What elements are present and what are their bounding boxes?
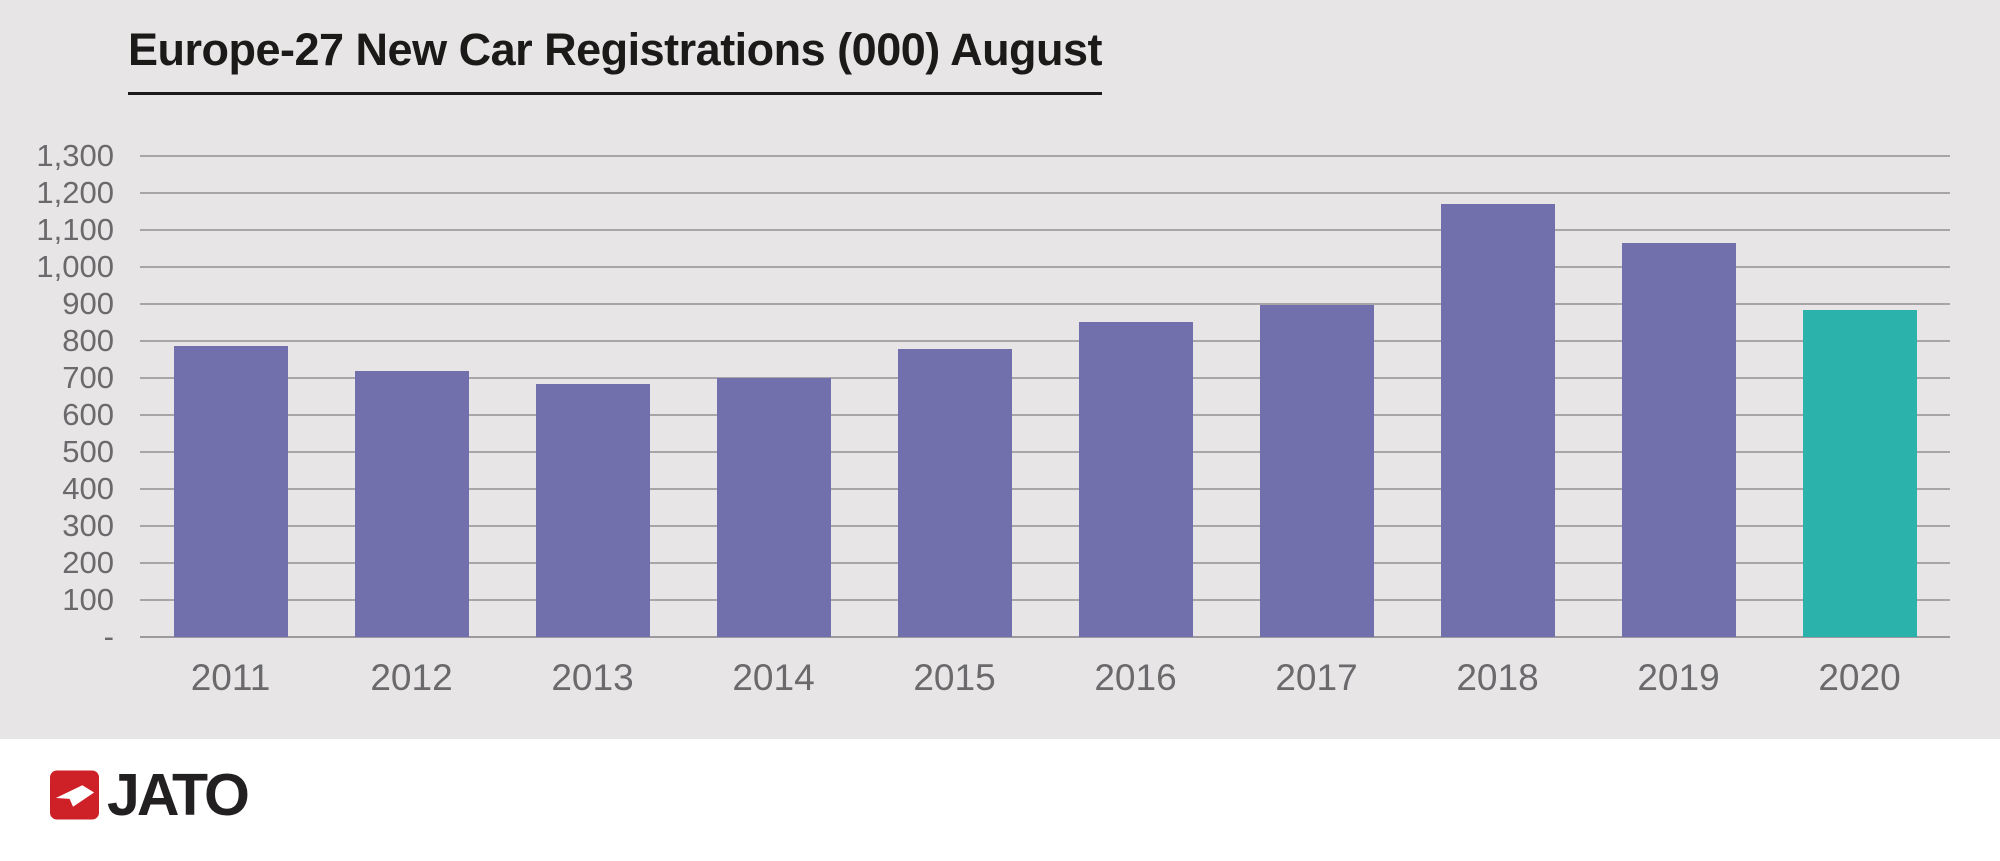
x-tick-label-2011: 2011 [190,657,271,698]
x-tick-label-2018: 2018 [1456,657,1539,698]
bar-2013 [535,384,650,637]
bar-2020 [1802,309,1917,637]
gridline-0 [140,636,1950,638]
bar-2014 [716,378,831,637]
gridline-1100 [140,229,1950,231]
gridline-600 [140,414,1950,416]
x-tick-label-2020: 2020 [1818,657,1901,698]
x-tick-label-2016: 2016 [1094,657,1177,698]
y-tick-label-700: 700 [62,360,114,395]
y-tick-label-1300: 1,300 [36,138,114,173]
bar-2019 [1621,242,1736,637]
y-tick-label-600: 600 [62,397,114,432]
chart-title: Europe-27 New Car Registrations (000) Au… [128,24,1103,95]
y-tick-label-800: 800 [62,323,114,358]
gridline-1300 [140,155,1950,157]
x-tick-label-2014: 2014 [732,657,815,698]
gridline-200 [140,562,1950,564]
gridline-800 [140,340,1950,342]
bar-2015 [897,348,1012,637]
jato-logo: JATO [50,762,250,828]
gridline-400 [140,488,1950,490]
gridline-500 [140,451,1950,453]
gridline-1000 [140,266,1950,268]
y-tick-label-400: 400 [62,471,114,506]
y-tick-label-200: 200 [62,545,114,580]
bar-2016 [1078,322,1193,637]
chart-header: Europe-27 New Car Registrations (000) Au… [128,24,1103,95]
jato-logo-text: JATO [107,762,250,828]
bar-2018 [1440,204,1555,637]
x-axis-labels: 2011 2012 2013 2014 2015 2016 2017 2018 2019 2020 [140,657,1950,699]
bars-layer [140,156,1950,637]
jato-arrow-icon [50,770,99,820]
y-tick-label-300: 300 [62,508,114,543]
bar-2012 [354,371,469,637]
x-tick-label-2012: 2012 [370,657,453,698]
bar-2011 [173,346,288,637]
y-tick-label-500: 500 [62,434,114,469]
gridline-700 [140,377,1950,379]
y-tick-label-900: 900 [62,286,114,321]
gridline-1200 [140,192,1950,194]
y-tick-label-1200: 1,200 [36,175,114,210]
y-tick-label-1000: 1,000 [36,249,114,284]
gridline-100 [140,599,1950,601]
y-tick-label-0: - [103,619,114,654]
gridline-300 [140,525,1950,527]
x-tick-label-2017: 2017 [1275,657,1358,698]
x-tick-label-2013: 2013 [551,657,634,698]
x-tick-label-2019: 2019 [1637,657,1720,698]
chart-panel: Europe-27 New Car Registrations (000) Au… [0,0,2000,739]
x-tick-label-2015: 2015 [913,657,996,698]
gridline-900 [140,303,1950,305]
bar-2017 [1259,305,1374,637]
footer: JATO [0,739,2000,861]
plot-area: -100 200 300 400 500 600 700 800 900 1,000 1,100 1,… [36,138,1950,698]
y-tick-label-100: 100 [62,582,114,617]
y-tick-label-1100: 1,100 [36,212,114,247]
